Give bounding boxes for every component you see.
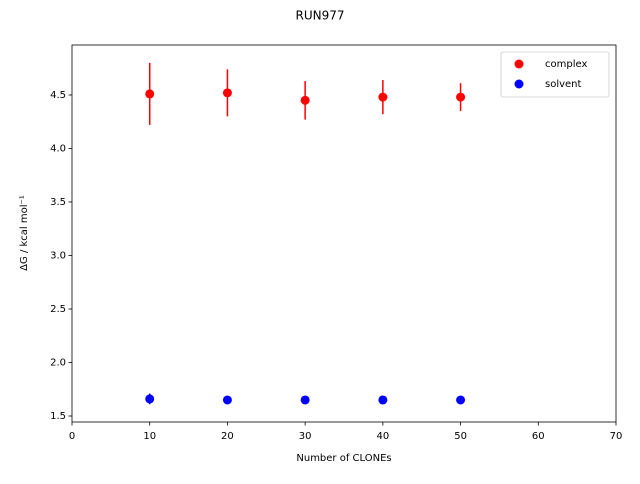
y-tick-label: 3.0 bbox=[50, 250, 66, 261]
point bbox=[145, 89, 155, 99]
plot-frame bbox=[71, 44, 617, 423]
point bbox=[145, 394, 155, 404]
legend-box bbox=[500, 51, 610, 98]
x-tick-label: 40 bbox=[376, 431, 389, 442]
y-axis-label: ΔG / kcal mol⁻¹ bbox=[19, 195, 30, 271]
point bbox=[456, 395, 466, 405]
x-tick-label: 70 bbox=[610, 431, 623, 442]
point bbox=[300, 395, 310, 405]
point bbox=[378, 92, 388, 102]
x-tick-label: 60 bbox=[532, 431, 545, 442]
x-axis-label: Number of CLONEs bbox=[296, 453, 391, 464]
legend-label: complex bbox=[545, 59, 587, 70]
y-tick-label: 2.5 bbox=[50, 304, 66, 315]
x-tick-label: 30 bbox=[299, 431, 312, 442]
y-tick-label: 3.5 bbox=[50, 197, 66, 208]
x-tick-label: 50 bbox=[454, 431, 467, 442]
y-tick-label: 4.0 bbox=[50, 143, 66, 154]
x-tick-label: 10 bbox=[143, 431, 156, 442]
point bbox=[222, 88, 232, 98]
point bbox=[300, 95, 310, 105]
legend-marker bbox=[514, 79, 524, 89]
y-tick-label: 2.0 bbox=[50, 358, 66, 369]
x-tick-label: 20 bbox=[221, 431, 234, 442]
chart-title: RUN977 bbox=[295, 9, 344, 23]
legend-label: solvent bbox=[545, 79, 582, 90]
y-tick-label: 1.5 bbox=[50, 411, 66, 422]
x-tick-label: 0 bbox=[69, 431, 75, 442]
point bbox=[222, 395, 232, 405]
point bbox=[378, 395, 388, 405]
y-tick-label: 4.5 bbox=[50, 90, 66, 101]
legend-marker bbox=[514, 59, 524, 69]
point bbox=[456, 92, 466, 102]
